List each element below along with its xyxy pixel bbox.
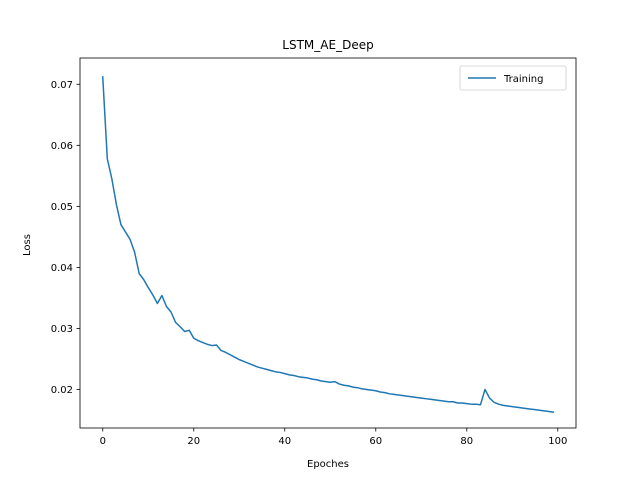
x-tick-label: 60 xyxy=(369,436,382,447)
y-tick-label: 0.05 xyxy=(51,202,73,213)
legend-label: Training xyxy=(503,74,543,85)
y-axis-title: Loss xyxy=(22,234,33,256)
x-tick-label: 80 xyxy=(460,436,473,447)
legend-box xyxy=(459,65,567,91)
y-tick-label: 0.04 xyxy=(51,263,73,274)
series-line-0 xyxy=(101,76,555,413)
chart-title: LSTM_AE_Deep xyxy=(282,38,373,52)
x-tick-label: 20 xyxy=(187,436,200,447)
x-tick-label: 40 xyxy=(278,436,291,447)
y-tick-label: 0.03 xyxy=(51,324,73,335)
x-axis-title: Epoches xyxy=(307,459,349,470)
y-tick-label: 0.06 xyxy=(51,141,73,152)
y-tick-label: 0.02 xyxy=(51,385,73,396)
plot-area: 0 20 40 60 80 100 0.02 0.03 0.04 0.05 0.06 0.07 xyxy=(51,57,577,447)
y-tick-label: 0.07 xyxy=(51,80,73,91)
legend: Training xyxy=(459,65,567,91)
x-tick-label: 0 xyxy=(100,436,106,447)
x-tick-label: 100 xyxy=(548,436,567,447)
axes-frame xyxy=(79,57,577,429)
